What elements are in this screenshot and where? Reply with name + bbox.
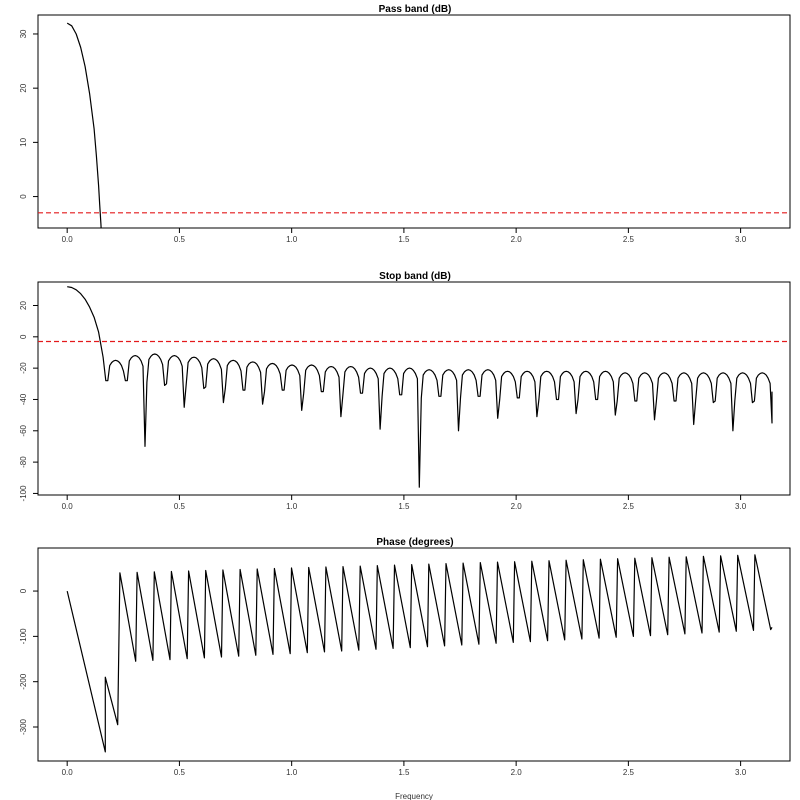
phase-x-tick-label: 2.0 bbox=[511, 768, 523, 777]
stopband-x-tick-label: 0.0 bbox=[62, 502, 74, 511]
stopband-frame bbox=[37, 281, 791, 496]
stopband-x-tick-label: 1.0 bbox=[286, 502, 298, 511]
passband-y-axis: 0 10 20 30 bbox=[19, 29, 38, 199]
phase-y-tick-label: 0 bbox=[19, 588, 28, 593]
phase-line bbox=[66, 554, 773, 753]
phase-panel: Phase (degrees) 0.0 0.5 1.0 1.5 2.0 2.5 3.0 -3… bbox=[19, 537, 791, 800]
passband-frame bbox=[37, 14, 791, 229]
passband-title: Pass band (dB) bbox=[379, 4, 452, 15]
stopband-panel: Stop band (dB) 0.0 0.5 1.0 1.5 2.0 2.5 3.0 -10… bbox=[19, 271, 791, 511]
stopband-x-tick-label: 1.5 bbox=[398, 502, 410, 511]
passband-x-axis: 0.0 0.5 1.0 1.5 2.0 2.5 3.0 bbox=[62, 228, 747, 244]
passband-magnitude-line bbox=[66, 22, 102, 228]
stopband-y-axis: -100 -80 -60 -40 -20 0 20 bbox=[19, 300, 38, 501]
phase-title: Phase (degrees) bbox=[376, 537, 453, 548]
passband-y-tick-label: 20 bbox=[19, 83, 28, 92]
phase-x-tick-label: 2.5 bbox=[623, 768, 635, 777]
stopband-x-tick-label: 2.0 bbox=[511, 502, 523, 511]
stopband-magnitude-line bbox=[67, 286, 773, 488]
passband-x-tick-label: 3.0 bbox=[735, 235, 747, 244]
phase-y-tick-label: -100 bbox=[19, 628, 28, 645]
stopband-x-tick-label: 2.5 bbox=[623, 502, 635, 511]
passband-x-tick-label: 1.0 bbox=[286, 235, 298, 244]
passband-panel: Pass band (dB) 0.0 0.5 1.0 1.5 2.0 2.5 3.0 0 10… bbox=[19, 4, 791, 244]
stopband-x-tick-label: 0.5 bbox=[174, 502, 186, 511]
phase-frame bbox=[37, 547, 791, 762]
stopband-x-tick-label: 3.0 bbox=[735, 502, 747, 511]
phase-x-tick-label: 0.0 bbox=[62, 768, 74, 777]
passband-y-tick-label: 30 bbox=[19, 29, 28, 38]
stopband-y-tick-label: 20 bbox=[19, 300, 28, 309]
phase-y-tick-label: -300 bbox=[19, 718, 28, 735]
passband-x-tick-label: 0.0 bbox=[62, 235, 74, 244]
stopband-title: Stop band (dB) bbox=[379, 271, 451, 282]
stopband-y-tick-label: 0 bbox=[19, 334, 28, 339]
passband-y-tick-label: 0 bbox=[19, 194, 28, 199]
stopband-y-tick-label: -40 bbox=[19, 393, 28, 405]
passband-x-tick-label: 1.5 bbox=[398, 235, 410, 244]
stopband-y-tick-label: -100 bbox=[19, 485, 28, 502]
stopband-y-tick-label: -60 bbox=[19, 424, 28, 436]
phase-y-axis: -300 -200 -100 0 bbox=[19, 588, 38, 735]
phase-x-tick-label: 0.5 bbox=[174, 768, 186, 777]
phase-x-tick-label: 3.0 bbox=[735, 768, 747, 777]
phase-x-axis: 0.0 0.5 1.0 1.5 2.0 2.5 3.0 bbox=[62, 761, 747, 777]
stopband-y-tick-label: -20 bbox=[19, 362, 28, 374]
passband-x-tick-label: 2.0 bbox=[511, 235, 523, 244]
stopband-y-tick-label: -80 bbox=[19, 456, 28, 468]
passband-x-tick-label: 2.5 bbox=[623, 235, 635, 244]
passband-y-tick-label: 10 bbox=[19, 137, 28, 146]
passband-x-tick-label: 0.5 bbox=[174, 235, 186, 244]
x-axis-label: Frequency bbox=[395, 792, 433, 800]
phase-y-tick-label: -200 bbox=[19, 673, 28, 690]
stopband-x-axis: 0.0 0.5 1.0 1.5 2.0 2.5 3.0 bbox=[62, 495, 747, 511]
phase-x-tick-label: 1.5 bbox=[398, 768, 410, 777]
phase-x-tick-label: 1.0 bbox=[286, 768, 298, 777]
